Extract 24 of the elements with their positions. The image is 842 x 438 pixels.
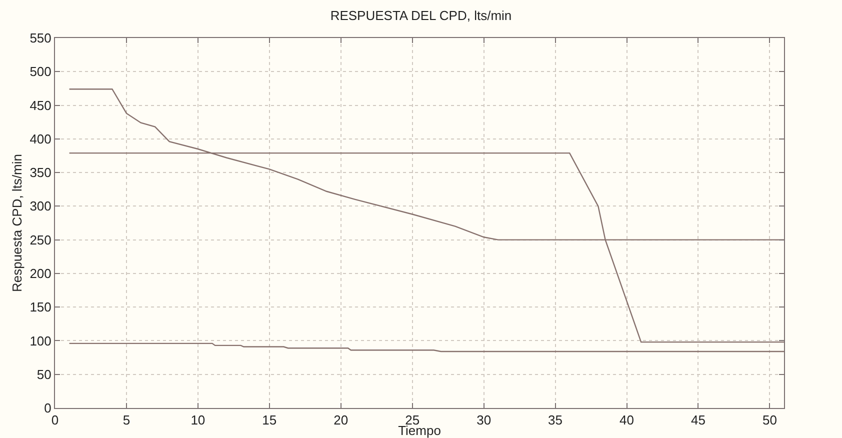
y-tick-label: 450 [30,98,52,113]
x-tick-label: 15 [262,412,277,428]
x-tick-label: 45 [691,412,706,428]
y-tick-label: 400 [30,131,52,146]
y-tick-label: 50 [36,366,52,382]
x-tick-label: 5 [122,412,130,428]
x-tick-label: 35 [548,412,563,428]
y-tick-label: 350 [30,165,52,180]
x-tick-label: 50 [762,412,777,428]
y-tick-label: 250 [30,232,52,248]
chart-title: RESPUESTA DEL CPD, lts/min [330,8,512,24]
y-tick-label: 150 [30,300,52,315]
y-tick-label: 300 [30,198,52,214]
x-tick-label: 20 [334,412,348,428]
x-tick-label: 30 [476,412,492,428]
x-tick-label: 25 [405,412,420,428]
x-tick-label: 10 [190,412,206,428]
x-tick-label: 40 [620,412,634,428]
y-tick-label: 500 [30,64,52,80]
y-tick-label: 0 [44,400,52,416]
y-tick-label: 200 [30,266,52,281]
y-tick-label: 550 [30,30,52,46]
y-axis-title: Respuesta CPD, lts/min [10,154,25,292]
y-tick-label: 100 [30,333,52,348]
